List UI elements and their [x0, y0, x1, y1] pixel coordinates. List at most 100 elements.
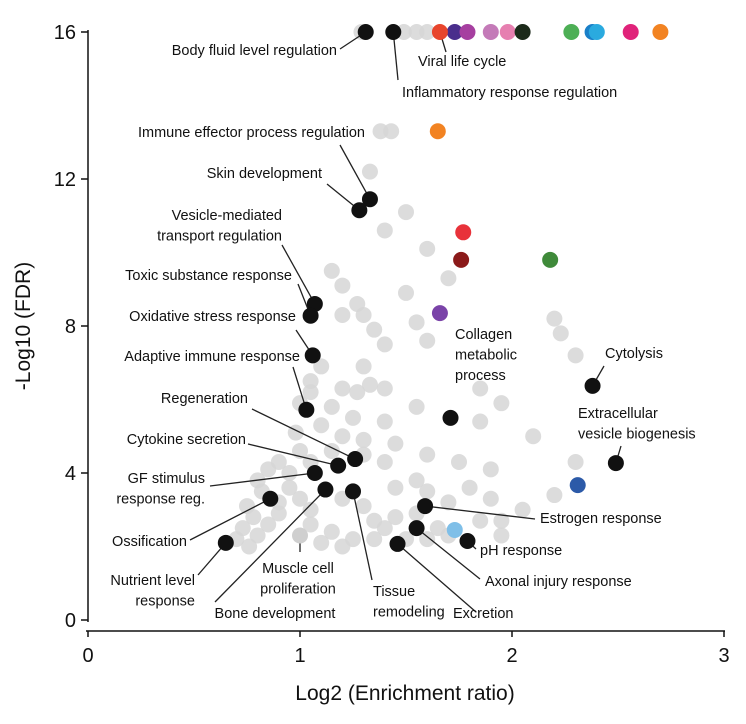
background-point — [419, 483, 436, 500]
colored-point — [482, 24, 499, 40]
background-point — [408, 398, 425, 415]
background-point — [419, 240, 436, 257]
background-point — [398, 284, 414, 301]
point-label-line: Oxidative stress response — [129, 309, 296, 325]
labeled-point — [408, 520, 425, 537]
labeled-point — [217, 534, 234, 551]
labeled-point — [361, 191, 378, 208]
background-point — [408, 472, 425, 489]
background-point — [419, 531, 436, 548]
y-tick-label: 4 — [65, 463, 76, 485]
background-point — [546, 310, 563, 327]
background-point — [281, 479, 298, 496]
background-point — [334, 428, 351, 445]
background-point — [302, 501, 319, 518]
background-point — [334, 538, 351, 555]
point-label: Vesicle-mediated transport regulation — [157, 208, 282, 245]
point-label: Tissue remodeling — [373, 584, 445, 621]
point-label-line: remodeling — [373, 605, 445, 621]
background-point — [349, 384, 366, 401]
point-label-line: Regeneration — [161, 391, 248, 407]
point-label: Muscle cell proliferation — [260, 561, 336, 598]
point-label: Oxidative stress response — [129, 309, 296, 325]
colored-point — [588, 24, 605, 40]
point-label: Cytolysis — [605, 346, 663, 362]
point-label: Estrogen response — [540, 511, 662, 527]
background-points — [228, 24, 584, 555]
background-point — [419, 446, 436, 463]
colored-point — [569, 477, 586, 494]
background-point — [323, 523, 340, 540]
highlight-points — [217, 24, 669, 552]
background-point — [408, 314, 425, 331]
point-label-line: Estrogen response — [540, 511, 662, 527]
background-point — [334, 306, 351, 323]
labeled-point — [345, 483, 361, 500]
point-label-line: Immune effector process regulation — [138, 125, 365, 141]
background-point — [323, 262, 340, 279]
leader-line — [281, 244, 316, 305]
labeled-point — [584, 377, 601, 394]
point-label-line: Tissue — [373, 584, 415, 600]
leader-line — [214, 489, 326, 603]
background-point — [355, 358, 372, 375]
background-point — [334, 277, 351, 294]
y-tick-label: 12 — [54, 169, 76, 191]
x-tick-label: 1 — [294, 645, 305, 667]
background-point — [361, 163, 378, 180]
point-label-line: Adaptive immune response — [124, 349, 300, 365]
background-point — [361, 376, 378, 393]
labeled-point — [304, 347, 321, 364]
point-label-line: Skin development — [207, 166, 322, 182]
point-label: Immune effector process regulation — [138, 125, 365, 141]
colored-point — [446, 521, 463, 538]
background-point — [366, 321, 383, 338]
point-label: Excretion — [453, 606, 513, 622]
background-point — [376, 413, 393, 430]
labeled-point — [431, 24, 448, 40]
point-label-line: Excretion — [453, 606, 513, 622]
leader-line — [209, 472, 315, 487]
background-point — [245, 509, 262, 526]
y-tick-label: 8 — [65, 316, 76, 338]
colored-point — [431, 305, 448, 322]
background-point — [292, 490, 308, 507]
point-label-line: Extracellular — [578, 406, 658, 422]
point-label: Bone development — [215, 606, 336, 622]
x-axis-title: Log2 (Enrichment ratio) — [295, 682, 514, 705]
labeled-point — [330, 457, 347, 474]
point-label-line: Cytolysis — [605, 346, 663, 362]
point-label-line: Body fluid level regulation — [172, 43, 337, 59]
labeled-point — [351, 202, 368, 219]
leader-line — [251, 408, 356, 460]
background-point — [567, 347, 584, 364]
point-label-line: Bone development — [215, 606, 336, 622]
colored-point — [499, 24, 516, 40]
background-point — [376, 222, 393, 239]
background-point — [270, 505, 287, 522]
colored-point — [563, 24, 580, 40]
background-point — [514, 501, 531, 518]
background-point — [546, 487, 563, 504]
background-point — [345, 409, 361, 426]
background-point — [482, 490, 499, 507]
point-label-line: Nutrient level — [110, 573, 195, 589]
point-label: Viral life cycle — [418, 54, 506, 70]
background-point — [419, 24, 436, 40]
background-point — [323, 398, 340, 415]
leader-line — [397, 543, 477, 613]
background-point — [260, 461, 277, 478]
point-label-line: Muscle cell — [262, 561, 334, 577]
background-point — [461, 479, 478, 496]
background-point — [366, 531, 383, 548]
labeled-point — [306, 465, 323, 481]
point-label: Cytokine secretion — [127, 432, 246, 448]
background-point — [334, 380, 351, 397]
colored-point — [453, 251, 470, 268]
point-label: Adaptive immune response — [124, 349, 300, 365]
labeled-point — [302, 307, 319, 324]
background-point — [440, 494, 457, 511]
colored-point — [455, 224, 472, 241]
